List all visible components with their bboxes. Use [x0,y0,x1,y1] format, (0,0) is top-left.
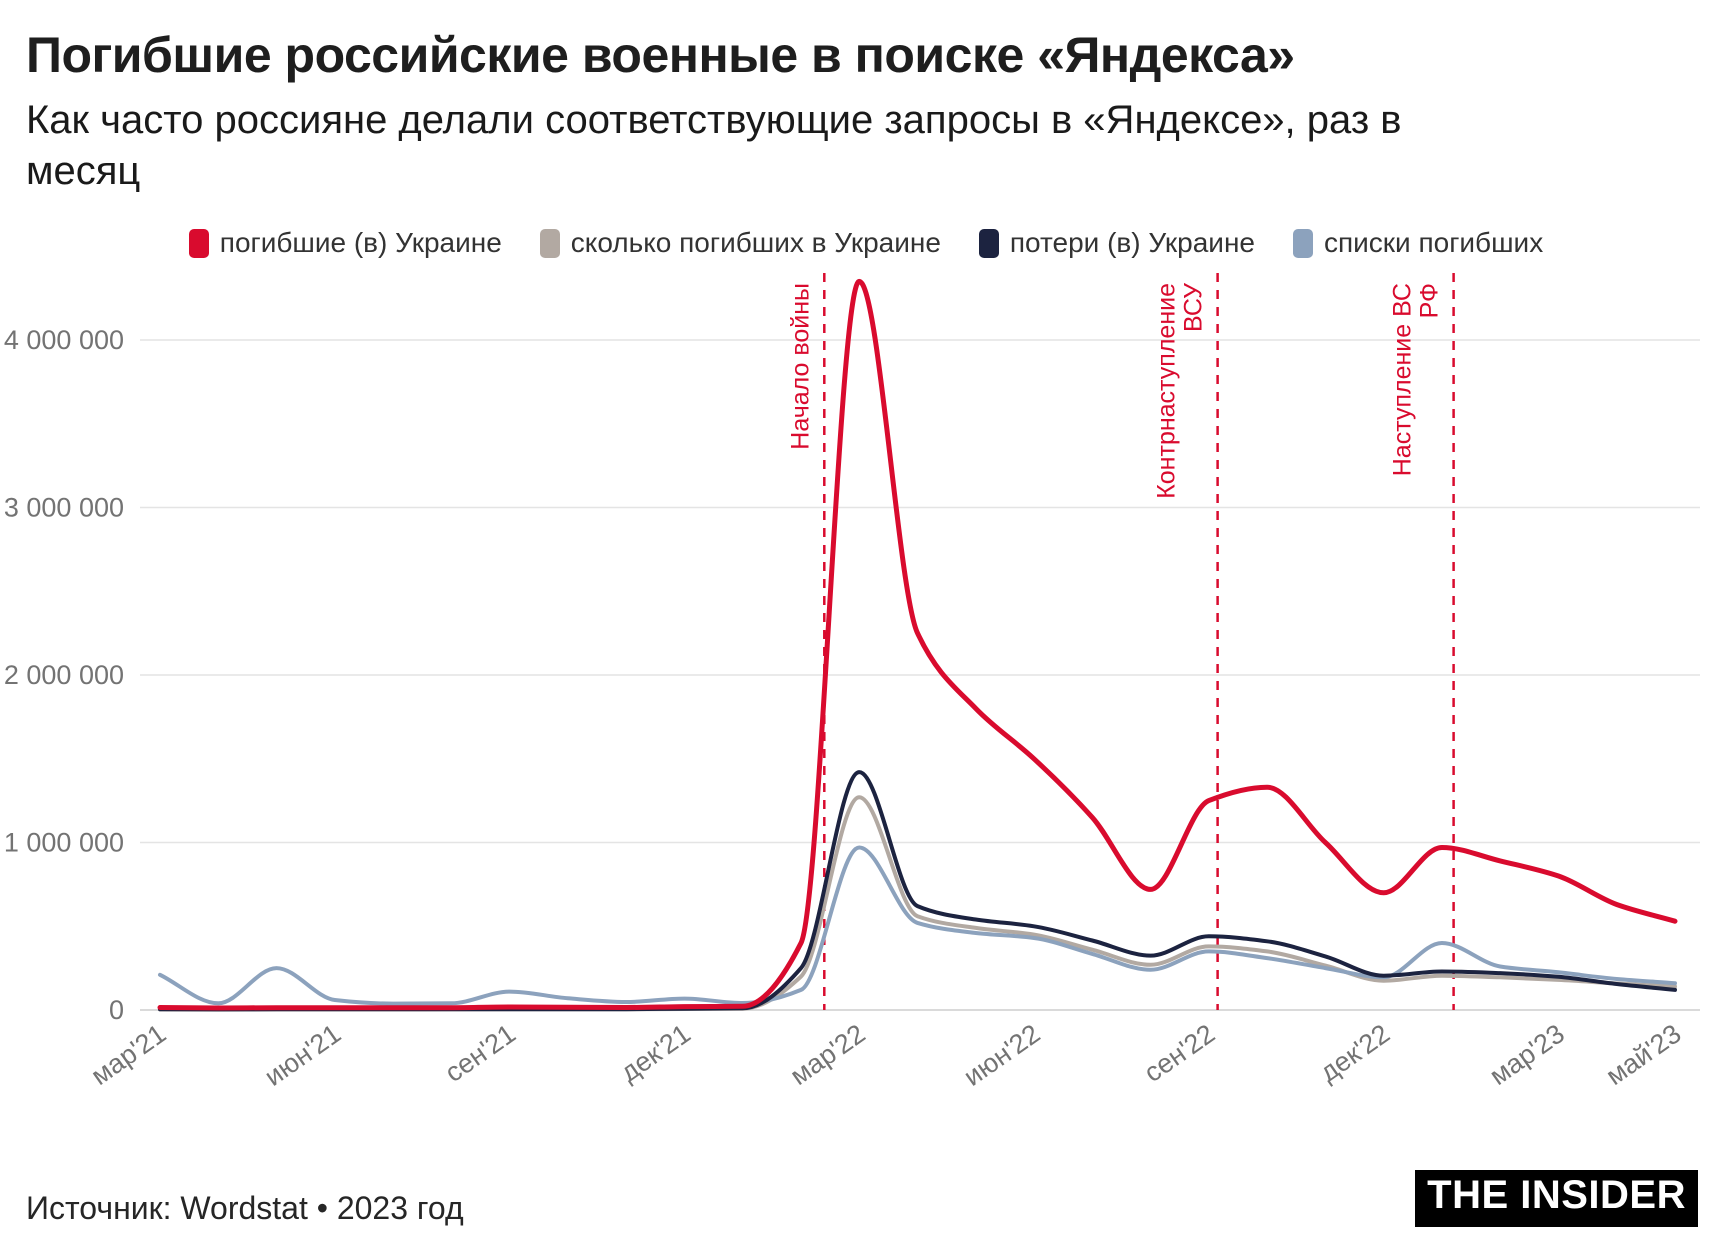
legend-label: потери (в) Украине [1009,227,1255,259]
x-axis-label: дек'21 [615,1019,696,1088]
legend-item-spiski: списки погибших [1293,227,1543,259]
x-axis-label: июн'22 [958,1019,1045,1093]
legend-swatch-icon [188,228,209,258]
legend-label: погибшие (в) Украине [219,227,502,259]
y-axis-label: 2 000 000 [4,660,124,690]
line-chart: 0 1 000 000 2 000 000 3 000 000 4 000 000 мар… [4,273,1700,1093]
legend-item-skolko: сколько погибших в Украине [539,227,941,259]
legend-label: сколько погибших в Украине [570,227,941,259]
event-label: ВСУ [1180,283,1208,332]
legend-item-pogibshie: погибшие (в) Украине [188,227,502,259]
legend: погибшие (в) Украине сколько погибших в … [0,227,1732,259]
series-line [158,845,1677,1006]
event-label: РФ [1416,283,1444,318]
event-label: Контрнаступление [1153,283,1181,499]
footer: Источник: Wordstat • 2023 год THE INSIDE… [26,1170,1698,1227]
x-axis-label: июн'21 [259,1019,346,1093]
x-axis-label: сен'21 [439,1019,521,1089]
y-axis-label: 1 000 000 [4,828,124,858]
series-line [158,795,1677,1012]
x-axis-label: мар'23 [1484,1019,1570,1092]
legend-swatch-icon [539,228,560,258]
legend-label: списки погибших [1324,227,1544,259]
event-label: Наступление ВС [1389,283,1417,476]
brand-logo: THE INSIDER [1415,1170,1698,1227]
event-label: Начало войны [786,283,814,450]
legend-swatch-icon [978,228,999,258]
source-note: Источник: Wordstat • 2023 год [26,1190,464,1226]
legend-item-poteri: потери (в) Украине [978,227,1255,259]
page-title: Погибшие российские военные в поиске «Ян… [26,27,1295,83]
series-line [157,279,1678,1011]
x-axis-label: мар'21 [86,1019,172,1092]
x-axis-label: дек'22 [1314,1019,1395,1088]
legend-swatch-icon [1293,228,1313,258]
y-axis-label: 3 000 000 [4,493,124,523]
x-axis-label: сен'22 [1139,1019,1221,1089]
x-axis-label: мар'22 [785,1019,871,1092]
page-subtitle: Как часто россияне делали соответствующи… [26,98,1402,194]
y-axis-label: 0 [109,995,124,1025]
y-axis-label: 4 000 000 [4,325,124,355]
x-axis-label: май'23 [1601,1019,1687,1092]
